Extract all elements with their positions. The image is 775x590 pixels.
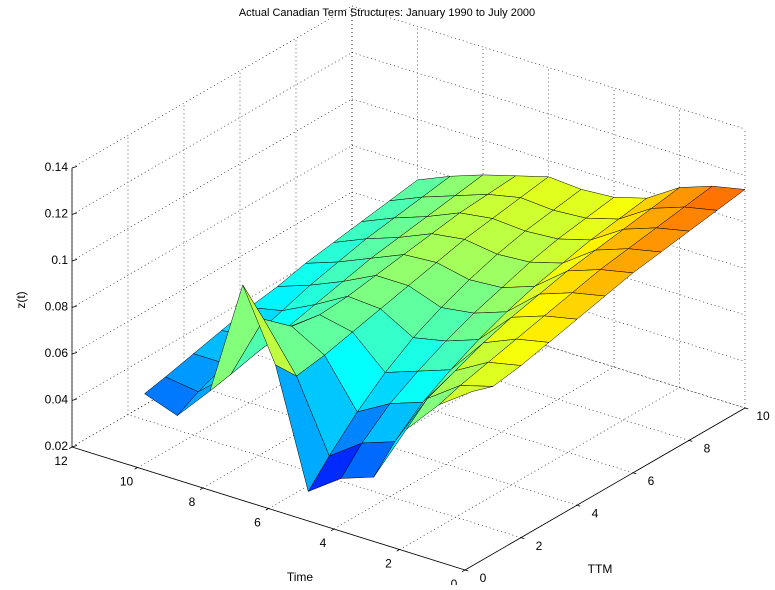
grid-line — [351, 98, 746, 223]
y-tick-label: 12 — [54, 454, 68, 468]
tick-mark — [71, 305, 78, 308]
y-tick-label: 6 — [254, 516, 261, 530]
z-tick-label: 0.08 — [45, 300, 69, 314]
tick-mark — [576, 504, 581, 507]
tick-mark — [134, 467, 138, 470]
y-tick-label: 8 — [189, 495, 196, 509]
tick-mark — [69, 446, 73, 449]
x-tick-label: 10 — [756, 409, 770, 423]
tick-mark — [71, 352, 78, 355]
y-tick-label: 4 — [320, 536, 327, 550]
x-tick-label: 6 — [648, 474, 655, 488]
tick-mark — [464, 569, 469, 572]
y-axis-label: Time — [287, 570, 314, 584]
grid-line — [351, 52, 746, 176]
z-tick-label: 0.06 — [45, 346, 69, 360]
tick-mark — [71, 166, 78, 169]
z-tick-label: 0.14 — [45, 160, 69, 174]
x-axis-label: TTM — [588, 562, 613, 576]
tick-mark — [688, 440, 693, 442]
z-tick-label: 0.12 — [45, 207, 69, 221]
grid-line — [239, 349, 634, 474]
tick-mark — [71, 212, 78, 215]
x-tick-label: 2 — [536, 539, 543, 553]
y-tick-label: 10 — [120, 475, 134, 489]
y-tick-label: 0 — [451, 577, 458, 585]
tick-mark — [71, 398, 78, 401]
grid-line — [295, 317, 690, 441]
z-tick-label: 0.04 — [45, 393, 69, 407]
grid-line — [351, 5, 746, 130]
tick-mark — [520, 537, 525, 539]
tick-mark — [265, 508, 269, 511]
x-tick-label: 0 — [480, 571, 487, 585]
z-tick-label: 0.02 — [45, 439, 69, 453]
surface-patch — [439, 385, 494, 405]
y-tick-label: 2 — [385, 557, 392, 571]
grid-line — [351, 145, 746, 269]
tick-mark — [744, 407, 749, 410]
tick-mark — [331, 528, 335, 531]
x-tick-label: 4 — [592, 506, 599, 520]
tick-mark — [71, 259, 78, 262]
chart-title: Actual Canadian Term Structures: January… — [239, 7, 535, 19]
z-tick-label: 0.1 — [51, 253, 68, 267]
z-axis-label: z(t) — [14, 291, 28, 308]
tick-mark — [200, 487, 204, 490]
tick-mark — [632, 472, 637, 475]
x-tick-label: 8 — [704, 442, 711, 456]
tick-mark — [71, 445, 78, 448]
grid-line — [183, 381, 578, 506]
tick-mark — [462, 569, 466, 572]
axis-line — [464, 407, 746, 571]
tick-mark — [396, 549, 400, 552]
